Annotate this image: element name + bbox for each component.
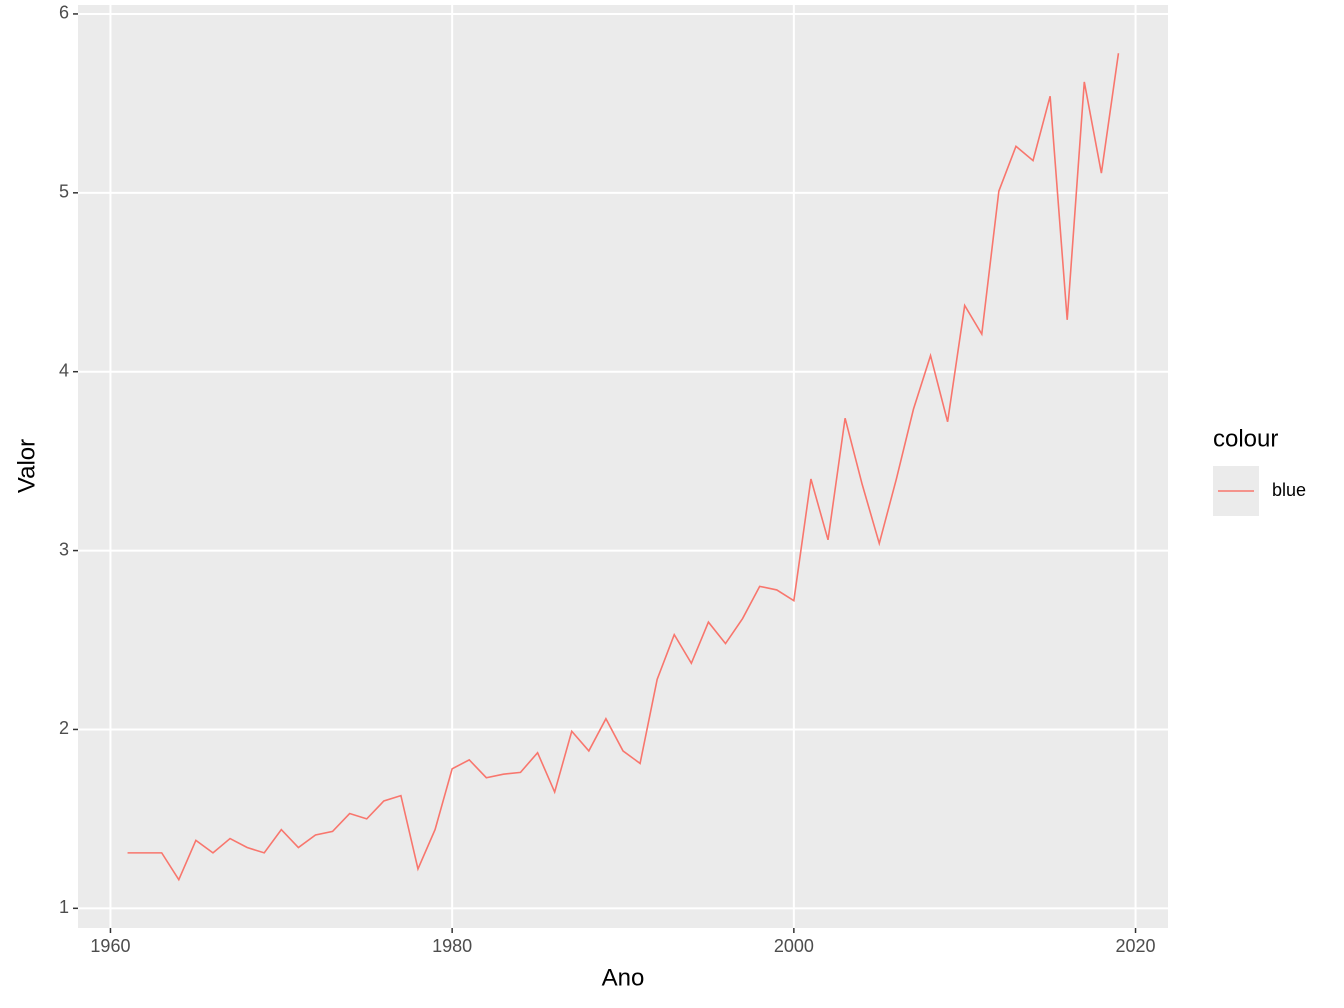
y-tick-label: 3: [59, 539, 69, 559]
x-tick-label: 2000: [774, 936, 814, 956]
y-tick-label: 5: [59, 182, 69, 202]
legend-label: blue: [1272, 480, 1306, 500]
y-tick-label: 2: [59, 718, 69, 738]
x-tick-label: 1980: [432, 936, 472, 956]
legend-title: colour: [1213, 425, 1278, 452]
y-tick-label: 1: [59, 897, 69, 917]
y-axis-title: Valor: [13, 439, 40, 493]
x-tick-label: 1960: [90, 936, 130, 956]
y-tick-label: 4: [59, 360, 69, 380]
y-tick-label: 6: [59, 3, 69, 23]
x-axis-title: Ano: [602, 964, 645, 991]
x-tick-label: 2020: [1116, 936, 1156, 956]
panel: [78, 5, 1168, 928]
data-line: [127, 53, 1120, 882]
